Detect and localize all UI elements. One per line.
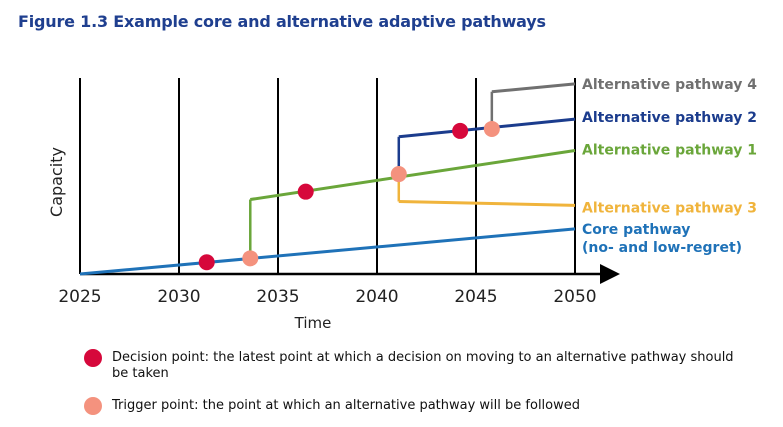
x-tick-label-2025: 2025 [58, 287, 101, 307]
series-line-alt4 [491, 82, 576, 94]
x-axis-arrow-icon [600, 264, 620, 284]
trigger-point-3 [483, 120, 500, 137]
series-label-core-line2: (no- and low-regret) [582, 240, 742, 256]
series-label-alt2: Alternative pathway 2 [582, 110, 757, 126]
x-axis-label: Time [294, 314, 332, 332]
decision-point-2 [297, 183, 314, 200]
series-label-core: Core pathway [582, 222, 690, 238]
legend-trigger: Trigger point: the point at which an alt… [84, 397, 752, 415]
series-label-alt4: Alternative pathway 4 [582, 77, 757, 93]
legend-decision-text: Decision point: the latest point at whic… [112, 350, 734, 381]
trigger-point-2 [390, 166, 407, 183]
x-tick-label-2030: 2030 [157, 287, 200, 307]
x-tick-label-2050: 2050 [553, 287, 596, 307]
x-tick-label-2045: 2045 [454, 287, 497, 307]
x-tick-label-2035: 2035 [256, 287, 299, 307]
figure-title: Figure 1.3 Example core and alternative … [18, 12, 546, 31]
y-axis-label: Capacity [47, 147, 66, 217]
decision-point-1 [198, 254, 215, 271]
legend-decision: Decision point: the latest point at whic… [84, 349, 752, 382]
trigger-point-1 [242, 250, 259, 267]
x-tick-label-2040: 2040 [355, 287, 398, 307]
series-line-core [79, 227, 576, 276]
series-line-alt3 [398, 199, 576, 207]
decision-point-3 [452, 122, 469, 139]
legend-trigger-text: Trigger point: the point at which an alt… [112, 398, 580, 413]
series-label-alt1: Alternative pathway 1 [582, 143, 757, 159]
trigger-point-icon [84, 397, 102, 415]
pathways-chart: 2025 2030 2035 2040 2045 2050 Time Capacity Core… [47, 77, 757, 332]
series-label-alt3: Alternative pathway 3 [582, 200, 757, 216]
decision-point-icon [84, 349, 102, 367]
